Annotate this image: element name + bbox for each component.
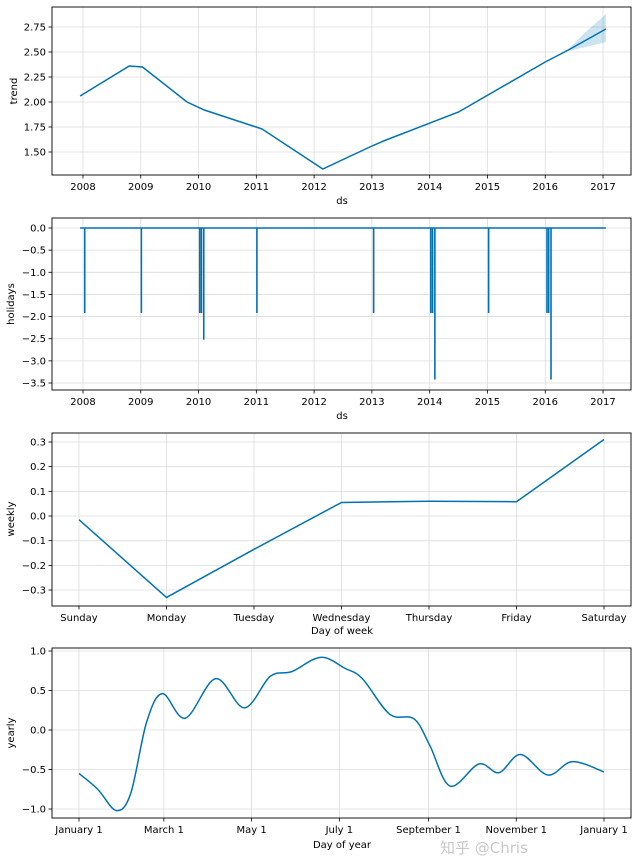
- weekly-panel: Day of week weekly Sunday Monday Tuesday We…: [6, 432, 632, 637]
- y-tick-label: 0.0: [30, 726, 46, 737]
- y-tick-label: −0.1: [22, 536, 46, 547]
- x-tick-label: 2008: [70, 182, 95, 193]
- x-tick-label: 2012: [301, 182, 326, 193]
- x-tick-label: Wednesday: [313, 613, 371, 624]
- x-tick-label: 2009: [128, 182, 153, 193]
- y-tick-label: 2.25: [24, 73, 46, 84]
- x-tick-label: 2016: [533, 182, 558, 193]
- trend-uncertainty-band: [568, 14, 606, 51]
- y-tick-label: 2.50: [24, 48, 46, 59]
- yearly-line: [78, 656, 605, 812]
- weekly-ylabel: weekly: [6, 501, 17, 536]
- y-tick-label: 1.75: [24, 123, 46, 134]
- holidays-xlabel: ds: [336, 411, 348, 422]
- y-tick-label: 0.0: [30, 512, 46, 523]
- x-tick-label: May 1: [236, 825, 266, 836]
- y-tick-label: −0.5: [22, 765, 46, 776]
- axes-frame: [51, 6, 632, 176]
- x-tick-label: 2010: [186, 397, 211, 408]
- x-tick-label: 2013: [359, 182, 384, 193]
- x-tick-label: September 1: [396, 825, 461, 836]
- x-tick-label: Sunday: [60, 613, 97, 624]
- yearly-ylabel: yearly: [6, 717, 17, 748]
- y-tick-label: 0.3: [30, 438, 46, 449]
- x-tick-label: March 1: [144, 825, 184, 836]
- x-tick-label: 2016: [533, 397, 558, 408]
- y-tick-label: −1.5: [22, 290, 46, 301]
- x-tick-label: July 1: [325, 825, 354, 836]
- trend-ylabel: trend: [9, 78, 20, 105]
- x-tick-label: January 1: [54, 825, 102, 836]
- y-tick-label: −2.5: [22, 334, 46, 345]
- x-tick-label: 2009: [128, 397, 153, 408]
- y-tick-label: 0.2: [30, 462, 46, 473]
- x-tick-label: 2012: [301, 397, 326, 408]
- holidays-ylabel: holidays: [6, 283, 17, 325]
- x-tick-label: January 1: [579, 825, 627, 836]
- y-tick-label: −1.0: [22, 268, 46, 279]
- x-tick-label: 2014: [417, 182, 442, 193]
- y-tick-label: 2.75: [24, 23, 46, 34]
- axes-frame: [51, 217, 632, 391]
- y-tick-label: 2.00: [24, 98, 46, 109]
- y-tick-label: −0.2: [22, 561, 46, 572]
- trend-line: [79, 28, 607, 170]
- y-tick-label: 0.0: [30, 224, 46, 235]
- y-tick-label: −0.3: [22, 586, 46, 597]
- x-tick-label: 2011: [244, 397, 269, 408]
- x-tick-label: 2017: [590, 397, 615, 408]
- x-tick-label: 2008: [70, 397, 95, 408]
- x-tick-label: 2015: [475, 397, 500, 408]
- x-tick-label: Friday: [501, 613, 531, 624]
- yearly-xlabel: Day of year: [313, 840, 372, 851]
- x-tick-label: 2014: [417, 397, 442, 408]
- holidays-panel: ds holidays 2008 2009 2010 2011 2012 2013 2014…: [6, 217, 632, 422]
- yearly-panel: Day of year yearly January 1 March 1 May 1…: [6, 647, 632, 851]
- y-tick-label: 0.5: [30, 686, 46, 697]
- trend-panel: ds trend 2008 2009 2010 2011 2012 2013 2014 201…: [9, 6, 632, 207]
- axes-frame: [51, 432, 632, 607]
- x-tick-label: Saturday: [581, 613, 626, 624]
- weekly-xlabel: Day of week: [311, 626, 373, 637]
- axes-frame: [51, 647, 632, 819]
- y-tick-label: 0.1: [30, 487, 46, 498]
- x-tick-label: 2010: [186, 182, 211, 193]
- x-tick-label: Monday: [147, 613, 187, 624]
- watermark: 知乎 @Chris: [440, 839, 528, 856]
- y-tick-label: −1.0: [22, 805, 46, 816]
- y-tick-label: −3.0: [22, 356, 46, 367]
- x-tick-label: 2011: [244, 182, 269, 193]
- x-tick-label: 2013: [359, 397, 384, 408]
- x-tick-label: 2015: [475, 182, 500, 193]
- x-tick-label: 2017: [590, 182, 615, 193]
- x-tick-label: Tuesday: [233, 613, 275, 624]
- trend-xlabel: ds: [336, 196, 348, 207]
- x-tick-label: November 1: [485, 825, 547, 836]
- y-tick-label: −2.0: [22, 312, 46, 323]
- y-tick-label: 1.0: [30, 647, 46, 658]
- y-tick-label: −3.5: [22, 379, 46, 390]
- y-tick-label: −0.5: [22, 246, 46, 257]
- y-tick-label: 1.50: [24, 148, 46, 159]
- weekly-line: [78, 438, 605, 599]
- x-tick-label: Thursday: [405, 613, 453, 624]
